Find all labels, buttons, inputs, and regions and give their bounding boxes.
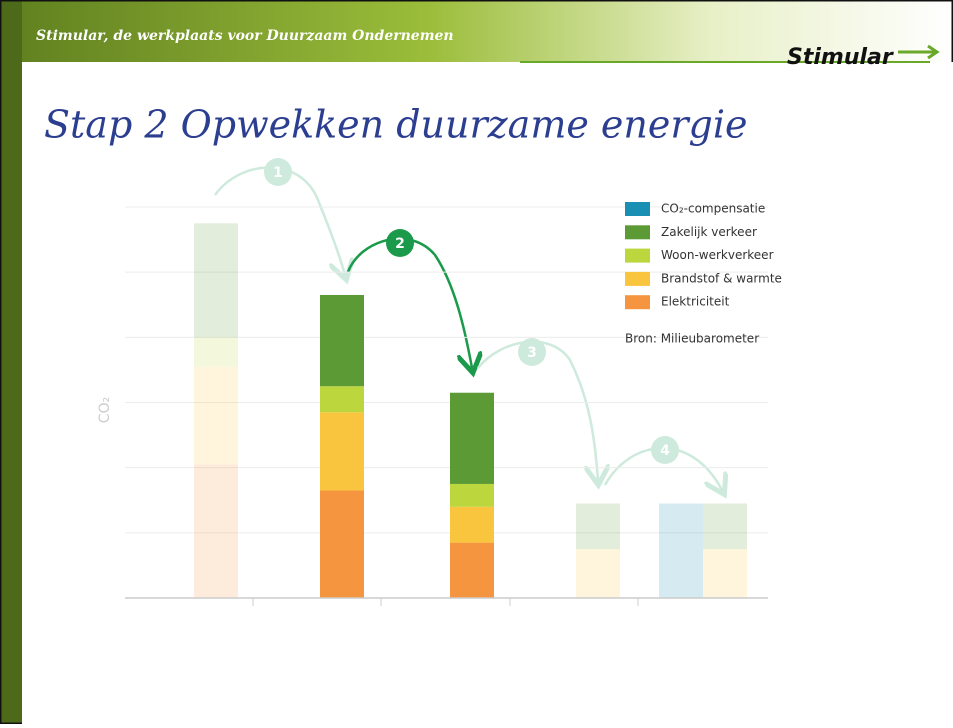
legend-label: Woon-werkverkeer: [661, 248, 774, 262]
bar-segment: [194, 464, 238, 598]
logo: Stimular: [787, 45, 894, 70]
tagline: Stimular, de werkplaats voor Duurzaam On…: [36, 28, 454, 44]
slide-title: Stap 2 Opwekken duurzame energie: [44, 103, 748, 147]
legend-label: Zakelijk verkeer: [661, 225, 757, 239]
step-number: 4: [660, 443, 670, 459]
legend-swatch: [625, 225, 650, 240]
bar-segment: [320, 386, 364, 413]
legend-swatch: [625, 271, 650, 286]
bar-segment: [320, 412, 364, 491]
bar-segment: [576, 503, 620, 550]
step-number: 2: [395, 236, 405, 252]
step-number: 3: [527, 345, 537, 361]
step-number: 1: [273, 165, 283, 181]
bar-segment: [194, 337, 238, 367]
arrow: [346, 237, 472, 368]
step-marker: [651, 436, 679, 464]
y-axis-label: CO₂: [97, 397, 113, 423]
bar-segment: [450, 542, 494, 598]
legend-swatch: [625, 248, 650, 263]
legend-swatch: [625, 202, 650, 216]
bar-segment: [450, 483, 494, 507]
bar-segment: [576, 549, 620, 598]
logo-arrow: [898, 44, 940, 60]
bar-segment: [703, 503, 747, 550]
bar-segment: [703, 549, 747, 598]
header-band: [0, 0, 953, 62]
step-marker: [386, 229, 414, 257]
source-note: Bron: Milieubarometer: [625, 332, 759, 346]
left-band: [0, 0, 22, 724]
arrow: [477, 340, 598, 480]
bar-segment: [450, 506, 494, 543]
bar-segment: [194, 366, 238, 465]
bar-segment: [450, 392, 494, 484]
legend-label: Elektriciteit: [661, 295, 730, 309]
bar-segment: [320, 294, 364, 387]
bar-segment: [659, 503, 703, 598]
step-marker: [264, 158, 292, 186]
legend-swatch: [625, 295, 650, 310]
legend-label: Brandstof & warmte: [661, 271, 782, 285]
arrow: [213, 166, 345, 276]
step-marker: [518, 338, 546, 366]
bar-segment: [320, 490, 364, 598]
bar-segment: [194, 223, 238, 338]
legend-label: CO₂-compensatie: [661, 202, 765, 216]
